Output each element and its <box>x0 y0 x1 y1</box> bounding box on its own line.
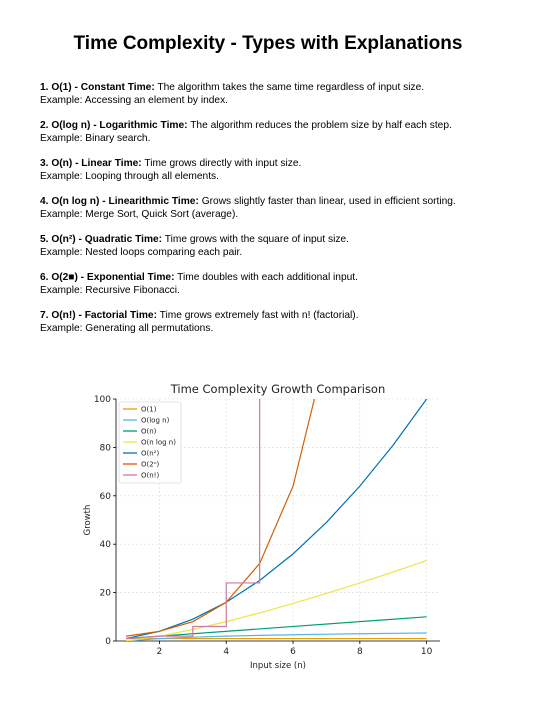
item-description: Time grows directly with input size. <box>141 158 302 169</box>
item-example: Example: Nested loops comparing each pai… <box>40 246 243 258</box>
item-heading: 1. O(1) - Constant Time: <box>40 82 155 93</box>
item-example: Example: Looping through all elements. <box>40 170 219 182</box>
x-tick-label: 6 <box>290 647 296 657</box>
legend-entry: O(n) <box>141 428 157 436</box>
y-tick-label: 0 <box>105 637 111 647</box>
list-item: 5. O(n²) - Quadratic Time: Time grows wi… <box>40 234 500 259</box>
list-item: 2. O(log n) - Logarithmic Time: The algo… <box>40 120 500 145</box>
item-description: The algorithm takes the same time regard… <box>154 82 425 93</box>
x-tick-label: 2 <box>157 647 163 657</box>
legend-entry: O(log n) <box>141 417 170 425</box>
x-tick-label: 8 <box>357 647 363 657</box>
item-example: Example: Merge Sort, Quick Sort (average… <box>40 208 239 220</box>
item-heading: 3. O(n) - Linear Time: <box>40 158 142 169</box>
item-example: Example: Generating all permutations. <box>40 322 214 334</box>
x-tick-label: 4 <box>223 647 229 657</box>
list-item: 4. O(n log n) - Linearithmic Time: Grows… <box>40 196 500 221</box>
item-heading: 2. O(log n) - Logarithmic Time: <box>40 120 188 131</box>
document-title: Time Complexity - Types with Explanation… <box>73 33 463 54</box>
series-line <box>125 560 427 641</box>
y-tick-label: 20 <box>100 589 112 599</box>
chart-container: 2 4 6 8 10 0 20 40 60 80 100 Time Complexity Growth… <box>0 375 536 675</box>
item-example: Example: Binary search. <box>40 132 151 144</box>
legend-entry: O(n!) <box>141 472 159 480</box>
y-axis-label: Growth <box>83 505 93 536</box>
list-item: 6. O(2■) - Exponential Time: Time double… <box>40 272 500 297</box>
list-item: 7. O(n!) - Factorial Time: Time grows ex… <box>40 310 500 335</box>
item-heading: 7. O(n!) - Factorial Time: <box>40 310 157 321</box>
legend-entry: O(2ⁿ) <box>141 461 159 469</box>
legend-entry: O(n log n) <box>141 439 176 447</box>
item-heading: 5. O(n²) - Quadratic Time: <box>40 234 163 245</box>
item-heading: 6. O(2■) - Exponential Time: <box>40 272 175 283</box>
item-description: Time grows with the square of input size… <box>162 234 349 245</box>
legend-entry: O(1) <box>141 406 157 414</box>
item-description: Time doubles with each additional input. <box>174 272 358 283</box>
legend-box <box>118 401 182 484</box>
chart-title: Time Complexity Growth Comparison <box>170 382 386 396</box>
list-item: 1. O(1) - Constant Time: The algorithm t… <box>40 82 500 107</box>
x-tick-label: 10 <box>421 647 433 657</box>
series-line <box>125 632 427 641</box>
list-item: 3. O(n) - Linear Time: Time grows direct… <box>40 158 500 183</box>
series-line <box>125 616 427 640</box>
item-heading: 4. O(n log n) - Linearithmic Time: <box>40 196 199 207</box>
item-description: The algorithm reduces the problem size b… <box>187 120 452 131</box>
item-example: Example: Recursive Fibonacci. <box>40 284 180 296</box>
item-description: Time grows extremely fast with n! (facto… <box>156 310 359 321</box>
legend-entry: O(n²) <box>141 450 159 458</box>
item-example: Example: Accessing an element by index. <box>40 94 229 106</box>
x-axis-label: Input size (n) <box>250 661 306 671</box>
y-tick-label: 80 <box>100 443 112 453</box>
complexity-list: 1. O(1) - Constant Time: The algorithm t… <box>40 82 500 348</box>
series-line <box>125 399 428 640</box>
item-description: Grows slightly faster than linear, used … <box>198 196 456 207</box>
series-line <box>125 399 261 640</box>
y-tick-label: 40 <box>100 540 112 550</box>
y-tick-label: 100 <box>94 395 111 405</box>
y-tick-label: 60 <box>100 492 112 502</box>
